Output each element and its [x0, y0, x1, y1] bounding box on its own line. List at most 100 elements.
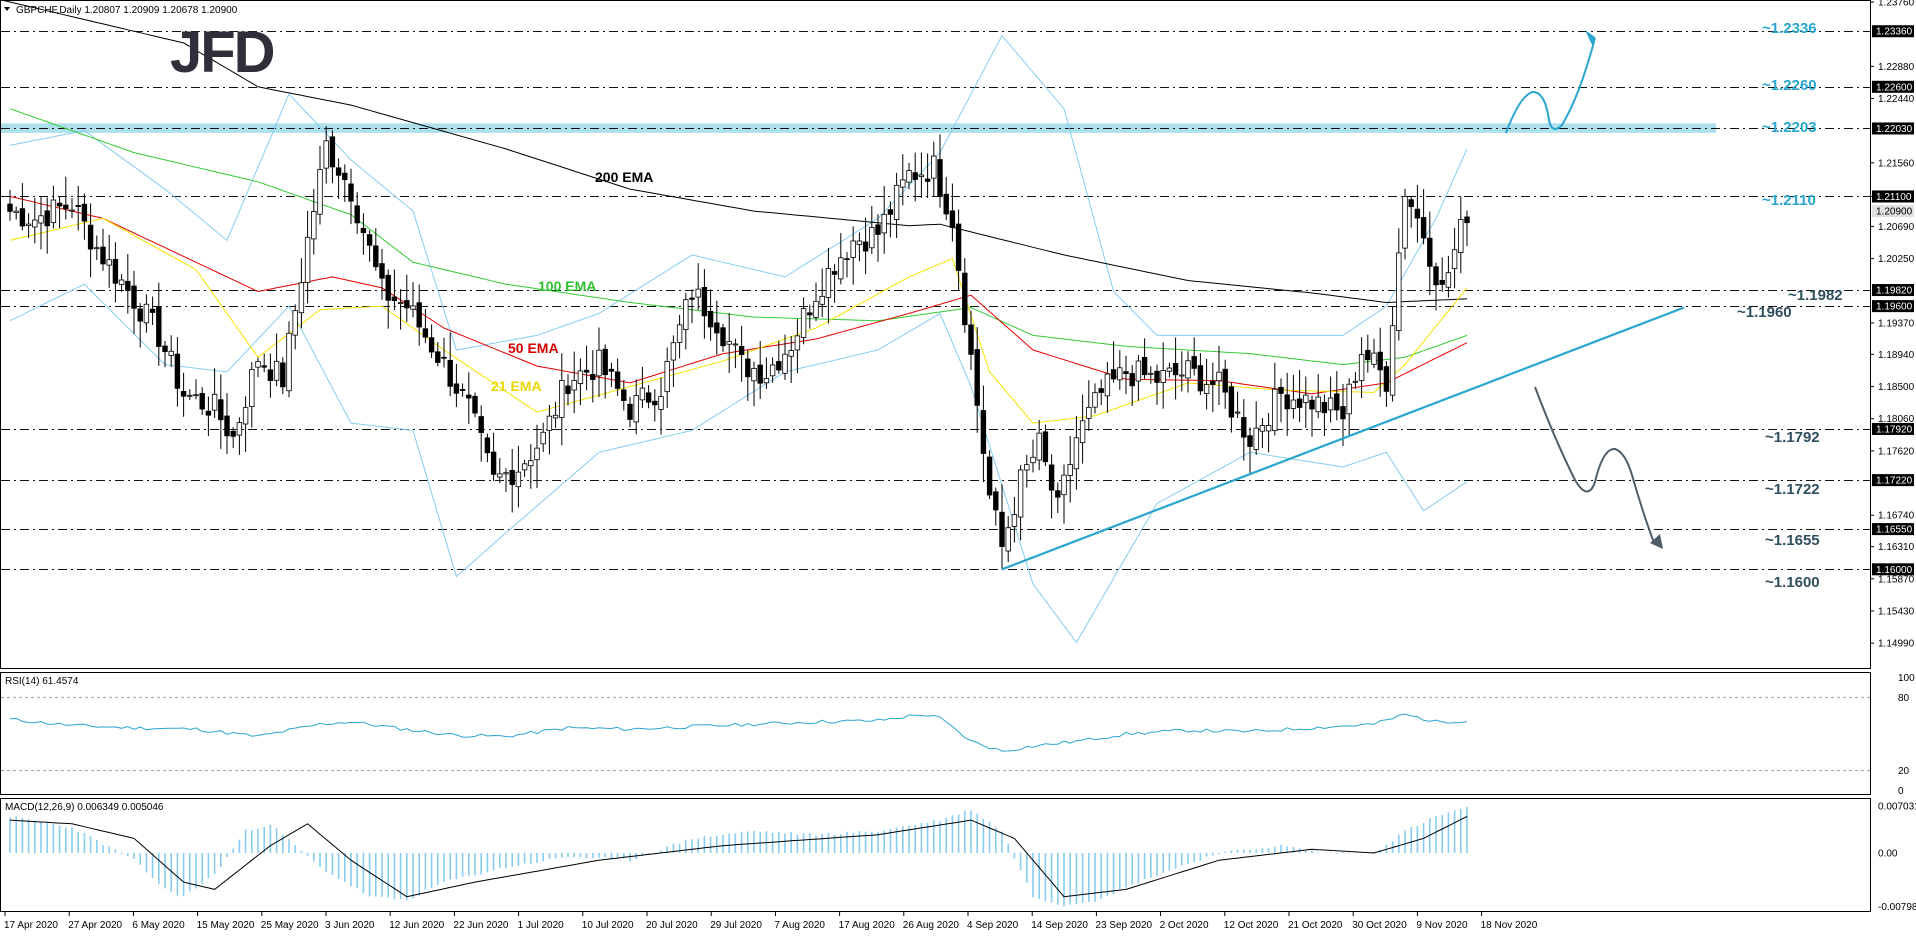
candle	[844, 252, 850, 278]
candle	[1371, 338, 1377, 369]
candle	[1048, 454, 1055, 519]
candle	[1067, 435, 1073, 503]
x-tick-label: 25 May 2020	[261, 920, 319, 931]
price-box	[1872, 205, 1914, 218]
candle	[156, 282, 162, 366]
candle-body	[596, 349, 602, 377]
candle-body	[156, 306, 162, 347]
candle	[856, 232, 863, 262]
candle-body	[94, 247, 100, 250]
candle-body	[1371, 352, 1377, 365]
candle-body	[1352, 380, 1359, 383]
candle-body	[428, 337, 435, 353]
main-chart-header: GBPCHF,Daily 1.20807 1.20909 1.20678 1.2…	[16, 5, 238, 16]
candle-body	[813, 300, 819, 318]
candle-body	[1079, 420, 1086, 444]
candle	[69, 198, 75, 219]
candle	[1272, 362, 1278, 436]
candle-body	[211, 393, 218, 411]
candle-body	[1433, 266, 1439, 286]
candle-body	[782, 353, 788, 374]
candle-body	[348, 183, 354, 202]
candle-body	[329, 136, 336, 168]
candle	[1377, 327, 1383, 397]
candle	[453, 364, 460, 408]
y-tick-label: 1.20690	[1878, 222, 1915, 233]
candle	[769, 357, 776, 383]
macd-y-label: 0.00	[1878, 848, 1898, 859]
candle	[50, 185, 57, 229]
candle-body	[1222, 368, 1228, 393]
candle	[726, 312, 732, 374]
candle	[869, 205, 875, 254]
jfd-logo: JFD	[170, 20, 276, 85]
candle-body	[63, 204, 69, 210]
x-tick-label: 22 Jun 2020	[453, 920, 508, 931]
collapse-triangle-icon[interactable]	[4, 7, 10, 11]
candle-body	[986, 456, 993, 496]
candle	[1458, 196, 1464, 274]
candle-body	[459, 389, 466, 391]
candle-body	[81, 203, 88, 222]
candle	[7, 190, 13, 221]
candle-body	[19, 208, 26, 227]
candle	[782, 334, 788, 381]
candle	[249, 362, 255, 428]
ema-50-label: 50 EMA	[508, 340, 559, 356]
candle-body	[1427, 237, 1433, 267]
candle-body	[546, 415, 553, 431]
candle-body	[676, 324, 683, 343]
candle-body	[1030, 456, 1036, 464]
candle-body	[825, 267, 832, 298]
candle-body	[540, 431, 546, 445]
candle-body	[1346, 383, 1352, 415]
candle-body	[751, 368, 757, 382]
candle-body	[565, 385, 571, 395]
candle-body	[1228, 386, 1235, 418]
candle	[1129, 365, 1135, 406]
candle-body	[509, 470, 515, 485]
candle	[1011, 497, 1018, 543]
candle-body	[627, 403, 633, 420]
candle-body	[701, 287, 708, 317]
rsi-y-label: 20	[1898, 766, 1910, 777]
candle	[621, 379, 627, 411]
candle-body	[1110, 369, 1117, 380]
candle	[174, 337, 181, 407]
candle	[149, 296, 156, 326]
candle-body	[497, 473, 503, 478]
candle	[670, 335, 677, 387]
candle	[106, 234, 112, 288]
candle	[707, 289, 714, 341]
candle	[819, 268, 825, 318]
candle-body	[490, 451, 497, 475]
candle-body	[125, 280, 131, 292]
candle-body	[360, 227, 367, 234]
candle-body	[44, 210, 50, 227]
candle-body	[1086, 406, 1092, 419]
price-box-label: 1.19820	[1876, 286, 1913, 297]
y-tick-label: 1.20250	[1878, 254, 1915, 265]
candle-body	[1104, 373, 1111, 397]
candle	[137, 303, 143, 348]
candle	[658, 377, 664, 435]
candle-body	[1296, 398, 1303, 408]
candle	[56, 196, 63, 229]
candle	[428, 324, 435, 358]
x-tick-label: 10 Jul 2020	[582, 920, 634, 931]
candle-body	[757, 364, 763, 384]
candle	[1216, 345, 1222, 406]
candle	[1228, 382, 1235, 433]
candle	[763, 357, 770, 389]
candle	[1290, 374, 1297, 419]
candle	[199, 387, 205, 415]
candle-body	[193, 394, 199, 397]
candle	[528, 444, 534, 489]
candle	[875, 214, 881, 262]
x-tick-label: 1 Jul 2020	[518, 920, 565, 931]
candle-body	[590, 374, 596, 380]
candle	[738, 325, 745, 382]
candle	[255, 357, 261, 378]
rsi-header: RSI(14) 61.4574	[5, 676, 79, 687]
